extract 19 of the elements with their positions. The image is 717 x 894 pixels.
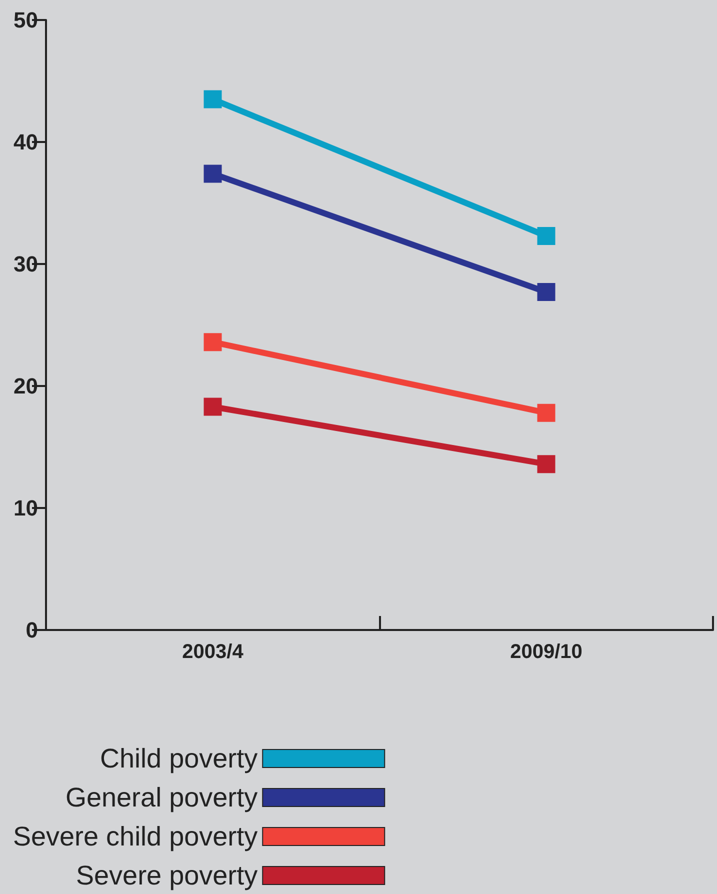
y-tick-label: 30 — [14, 252, 38, 276]
x-tick-label: 2003/4 — [182, 641, 244, 663]
y-tick-label: 40 — [14, 130, 38, 154]
point — [537, 455, 556, 474]
legend-label: Severe child poverty — [12, 822, 258, 852]
point — [204, 333, 222, 352]
y-tick-label: 50 — [14, 8, 38, 32]
x-tick-label: 2009/10 — [510, 641, 582, 663]
y-tick-label: 20 — [14, 374, 38, 398]
legend-label: Severe poverty — [76, 860, 258, 890]
point — [537, 226, 556, 245]
point — [204, 90, 222, 108]
y-tick-label: 10 — [14, 496, 38, 520]
point — [537, 404, 556, 422]
legend-label: General poverty — [66, 782, 258, 812]
legend-label: Child poverty — [100, 744, 258, 774]
point — [204, 164, 222, 183]
point — [537, 283, 556, 302]
point — [204, 398, 222, 416]
